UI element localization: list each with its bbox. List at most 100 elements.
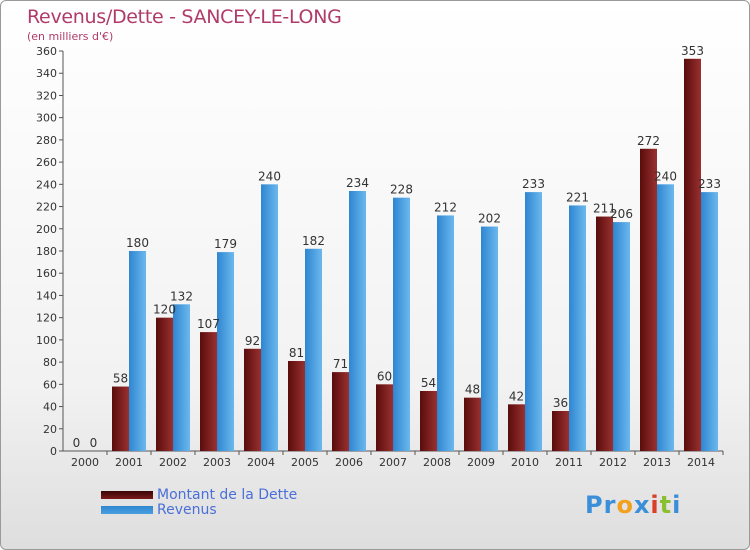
y-tick-label: 280 — [36, 134, 57, 147]
y-tick-label: 200 — [36, 223, 57, 236]
bar-dette — [508, 404, 525, 451]
data-label-dette: 81 — [289, 346, 304, 360]
bar-dette — [376, 384, 393, 451]
x-tick-label: 2013 — [643, 456, 671, 469]
chart-subtitle: (en milliers d'€) — [27, 30, 114, 43]
bar-revenus — [481, 226, 498, 451]
bar-dette — [640, 148, 657, 451]
y-tick-label: 340 — [36, 67, 57, 80]
logo-letter: o — [616, 491, 634, 519]
data-label-dette: 0 — [73, 436, 81, 450]
data-label-revenus: 240 — [654, 169, 677, 183]
x-tick-label: 2002 — [159, 456, 187, 469]
data-label-dette: 272 — [637, 134, 660, 148]
data-label-dette: 60 — [377, 369, 392, 383]
data-label-revenus: 221 — [566, 190, 589, 204]
bar-revenus — [393, 197, 410, 451]
logo-letter: P — [585, 491, 604, 519]
bar-revenus — [613, 222, 630, 451]
legend: Montant de la Dette Revenus — [101, 486, 298, 518]
logo-letter: i — [650, 491, 660, 519]
bar-revenus — [349, 191, 366, 451]
x-tick-label: 2000 — [71, 456, 99, 469]
bar-dette — [332, 372, 349, 451]
data-label-dette: 42 — [509, 389, 524, 403]
x-tick-label: 2010 — [511, 456, 539, 469]
x-tick-label: 2011 — [555, 456, 583, 469]
data-label-revenus: 179 — [214, 237, 237, 251]
data-label-revenus: 206 — [610, 207, 633, 221]
x-tick-label: 2001 — [115, 456, 143, 469]
data-label-dette: 120 — [153, 303, 176, 317]
y-tick-label: 100 — [36, 334, 57, 347]
x-tick-label: 2008 — [423, 456, 451, 469]
logo-letter: i — [672, 491, 682, 519]
bar-dette — [112, 386, 129, 451]
y-tick-label: 360 — [36, 45, 57, 58]
bar-revenus — [701, 192, 718, 451]
data-label-revenus: 212 — [434, 200, 457, 214]
bar-dette — [420, 391, 437, 451]
data-label-revenus: 182 — [302, 234, 325, 248]
bar-revenus — [657, 184, 674, 452]
x-tick-label: 2005 — [291, 456, 319, 469]
bar-revenus — [569, 205, 586, 451]
data-label-dette: 353 — [681, 44, 704, 58]
x-tick-label: 2006 — [335, 456, 363, 469]
data-label-revenus: 132 — [170, 289, 193, 303]
bar-dette — [200, 332, 217, 451]
y-tick-label: 300 — [36, 112, 57, 125]
y-tick-label: 220 — [36, 201, 57, 214]
legend-item-dette: Montant de la Dette — [101, 486, 298, 503]
legend-label-revenus: Revenus — [157, 501, 217, 518]
legend-swatch-dette — [101, 490, 153, 499]
y-tick-label: 60 — [43, 378, 57, 391]
data-label-revenus: 202 — [478, 212, 501, 226]
x-tick-label: 2009 — [467, 456, 495, 469]
logo-letter: t — [659, 491, 673, 519]
bar-dette — [596, 216, 613, 451]
y-tick-label: 80 — [43, 356, 57, 369]
bar-revenus — [525, 192, 542, 451]
y-tick-label: 0 — [50, 445, 57, 458]
x-tick-label: 2007 — [379, 456, 407, 469]
bar-dette — [464, 397, 481, 451]
x-tick-label: 2003 — [203, 456, 231, 469]
y-tick-label: 260 — [36, 156, 57, 169]
bar-dette — [244, 348, 261, 451]
y-tick-label: 180 — [36, 245, 57, 258]
bar-dette — [552, 411, 569, 451]
y-tick-label: 120 — [36, 312, 57, 325]
data-label-revenus: 234 — [346, 176, 369, 190]
y-tick-label: 140 — [36, 289, 57, 302]
data-label-revenus: 233 — [522, 177, 545, 191]
data-label-dette: 48 — [465, 383, 480, 397]
bar-dette — [288, 361, 305, 451]
data-label-dette: 54 — [421, 376, 436, 390]
y-tick-label: 20 — [43, 423, 57, 436]
logo-letter: r — [603, 491, 617, 519]
data-label-revenus: 233 — [698, 177, 721, 191]
proxiti-logo: Proxiti — [585, 491, 681, 519]
data-label-revenus: 0 — [90, 436, 98, 450]
bar-revenus — [305, 248, 322, 451]
y-tick-label: 320 — [36, 89, 57, 102]
bar-revenus — [437, 215, 454, 451]
data-label-dette: 92 — [245, 334, 260, 348]
legend-label-dette: Montant de la Dette — [157, 486, 298, 503]
y-tick-label: 40 — [43, 401, 57, 414]
legend-swatch-revenus — [101, 505, 153, 514]
bar-revenus — [173, 304, 190, 451]
y-tick-label: 160 — [36, 267, 57, 280]
data-label-dette: 36 — [553, 396, 568, 410]
chart-title: Revenus/Dette - SANCEY-LE-LONG — [27, 6, 342, 28]
data-label-revenus: 228 — [390, 183, 413, 197]
bar-revenus — [261, 184, 278, 452]
x-tick-label: 2012 — [599, 456, 627, 469]
bar-dette — [156, 317, 173, 451]
y-tick-label: 240 — [36, 178, 57, 191]
data-label-dette: 107 — [197, 317, 220, 331]
legend-item-revenus: Revenus — [101, 501, 297, 518]
data-label-dette: 58 — [113, 372, 128, 386]
